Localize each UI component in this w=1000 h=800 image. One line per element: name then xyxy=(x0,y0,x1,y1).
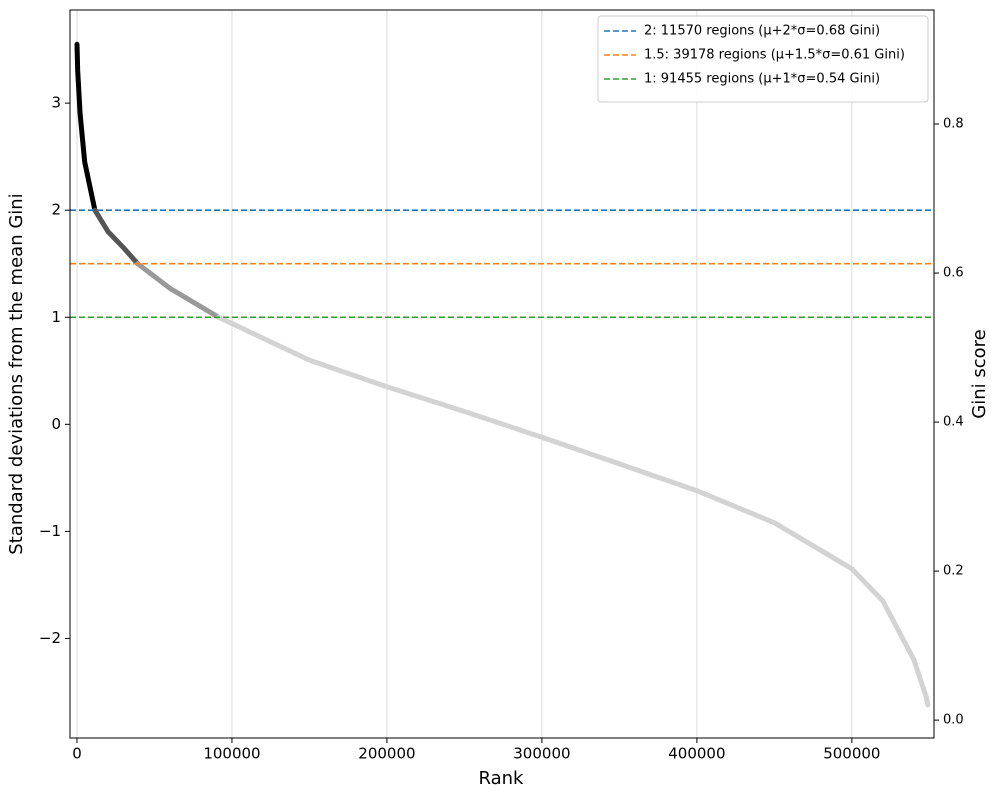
plot-frame xyxy=(69,9,935,739)
y-tick-label: 1 xyxy=(51,308,61,326)
x-tick-label: 0 xyxy=(72,745,82,763)
legend-label: 2: 11570 regions (μ+2*σ=0.68 Gini) xyxy=(644,24,880,39)
x-tick-label: 300000 xyxy=(513,745,570,763)
legend-label: 1: 91455 regions (μ+1*σ=0.54 Gini) xyxy=(644,72,880,87)
y-tick-label: 0 xyxy=(51,415,61,433)
legend: 2: 11570 regions (μ+2*σ=0.68 Gini) 1.5: 3… xyxy=(597,15,929,103)
x-tick-label: 200000 xyxy=(358,745,415,763)
y2-tick-label: 0.6 xyxy=(943,266,964,281)
y2-axis-label: Gini score xyxy=(969,329,990,418)
y-tick-label: −1 xyxy=(39,522,61,540)
y2-tick-label: 0.8 xyxy=(943,117,964,132)
y2-tick-label: 0.2 xyxy=(943,564,964,579)
y-tick-label: −2 xyxy=(39,629,61,647)
legend-box xyxy=(597,15,929,103)
legend-label: 1.5: 39178 regions (μ+1.5*σ=0.61 Gini) xyxy=(644,48,905,63)
gini-curve xyxy=(74,41,98,213)
y2-tick-label: 0.4 xyxy=(943,415,964,430)
y-tick-label: 3 xyxy=(51,94,61,112)
x-tick-label: 400000 xyxy=(668,745,725,763)
x-tick-label: 500000 xyxy=(823,745,880,763)
gini-curve xyxy=(216,314,931,708)
y-axis-label: Standard deviations from the mean Gini xyxy=(6,193,27,554)
x-tick-label: 100000 xyxy=(203,745,260,763)
gini-curve xyxy=(135,261,222,320)
y-tick-label: 2 xyxy=(51,201,61,219)
gini-curve xyxy=(92,207,141,267)
y2-tick-label: 0.0 xyxy=(943,713,964,728)
x-axis-label: Rank xyxy=(479,768,525,789)
